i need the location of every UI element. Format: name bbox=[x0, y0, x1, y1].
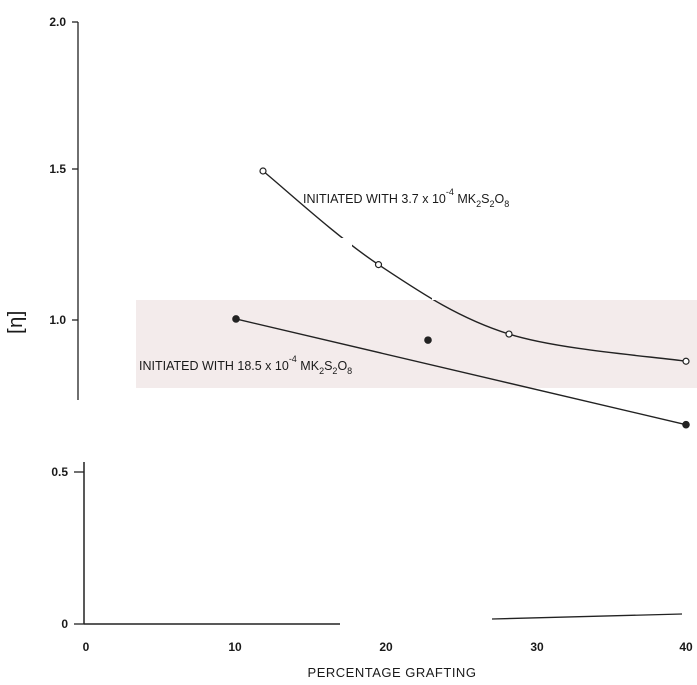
x-tick-label: 20 bbox=[379, 640, 393, 654]
x-tick-label: 30 bbox=[530, 640, 544, 654]
y-tick-label: 1.5 bbox=[49, 162, 66, 176]
x-tick-label: 10 bbox=[228, 640, 242, 654]
data-point-open bbox=[259, 167, 267, 175]
markers bbox=[232, 167, 690, 429]
series-line-18.5 bbox=[235, 318, 687, 426]
y-ticks: 2.0 1.5 1.0 0.5 0 bbox=[49, 15, 84, 631]
data-point-open bbox=[374, 261, 383, 269]
x-tick-label: 0 bbox=[83, 640, 90, 654]
x-ticks: 0 10 20 30 40 bbox=[83, 640, 693, 654]
series-label-18.5: INITIATED WITH 18.5 x 10-4 MK2S2O8 bbox=[139, 354, 352, 376]
curve-gap bbox=[432, 290, 448, 300]
data-point-open bbox=[505, 330, 513, 338]
y-tick-label: 0.5 bbox=[51, 465, 68, 479]
y-tick-label: 1.0 bbox=[49, 313, 66, 327]
y-axis bbox=[77, 22, 85, 624]
series-label-3.7: INITIATED WITH 3.7 x 10-4 MK2S2O8 bbox=[303, 187, 509, 209]
data-point-filled bbox=[424, 336, 432, 344]
x-tick-label: 40 bbox=[679, 640, 693, 654]
data-point-open bbox=[682, 357, 690, 365]
y-tick-label: 0 bbox=[61, 617, 68, 631]
x-axis bbox=[84, 613, 683, 625]
data-point-filled bbox=[682, 420, 690, 429]
curve-gap bbox=[338, 238, 352, 256]
x-axis-title: PERCENTAGE GRAFTING bbox=[308, 665, 477, 680]
shaded-band bbox=[136, 300, 697, 388]
data-point-filled bbox=[232, 315, 240, 323]
y-tick-label: 2.0 bbox=[49, 15, 66, 29]
series-line-3.7 bbox=[262, 170, 687, 362]
y-axis-title: [η] bbox=[5, 310, 27, 334]
